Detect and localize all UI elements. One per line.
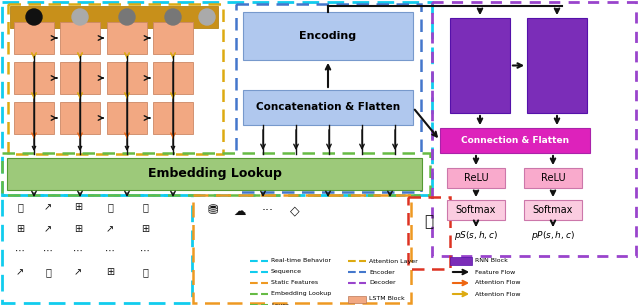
Text: ReLU: ReLU (464, 173, 488, 183)
Text: 👍: 👍 (45, 267, 51, 277)
Bar (243, 12, 413, 60)
Bar (14, 22, 54, 54)
Text: ☁: ☁ (234, 204, 246, 217)
Text: ↗: ↗ (44, 224, 52, 234)
Bar (60, 62, 100, 94)
Text: ReLU: ReLU (541, 173, 565, 183)
Text: 🔍: 🔍 (17, 202, 23, 212)
Bar (14, 62, 54, 94)
Text: ⋯: ⋯ (140, 246, 150, 256)
Circle shape (119, 9, 135, 25)
Text: ⛃: ⛃ (208, 204, 218, 217)
Text: ⊞: ⊞ (74, 202, 82, 212)
Text: $pS(s,h,c)$: $pS(s,h,c)$ (454, 229, 498, 242)
Text: Attention Flow: Attention Flow (475, 281, 520, 285)
Circle shape (26, 9, 42, 25)
Text: Layer: Layer (271, 303, 289, 305)
Text: ⋯: ⋯ (73, 246, 83, 256)
Bar (524, 200, 582, 220)
Bar (60, 102, 100, 134)
Text: ↗: ↗ (106, 224, 114, 234)
Bar (348, 296, 366, 303)
Text: ↗: ↗ (74, 267, 82, 277)
Text: ⋯: ⋯ (15, 246, 25, 256)
Bar (524, 168, 582, 188)
Circle shape (72, 9, 88, 25)
Text: ⋯: ⋯ (105, 246, 115, 256)
Text: Real-time Behavior: Real-time Behavior (271, 259, 331, 264)
Circle shape (165, 9, 181, 25)
Text: ⊞: ⊞ (74, 224, 82, 234)
Bar (2, 195, 192, 303)
Text: Attention Layer: Attention Layer (369, 259, 418, 264)
Bar (107, 22, 147, 54)
Text: Static Features: Static Features (271, 281, 318, 285)
Bar (432, 2, 636, 256)
Text: ⊞: ⊞ (106, 267, 114, 277)
Bar (7, 158, 422, 190)
Bar (60, 22, 100, 54)
Bar (447, 200, 505, 220)
Bar (8, 4, 223, 154)
Text: ⊞: ⊞ (16, 224, 24, 234)
Text: LSTM Block: LSTM Block (369, 296, 404, 302)
Text: Concatenation & Flatten: Concatenation & Flatten (256, 102, 400, 113)
Text: ↗: ↗ (44, 202, 52, 212)
Text: 👍: 👍 (142, 202, 148, 212)
Bar (236, 4, 421, 192)
Text: Embedding Lookup: Embedding Lookup (271, 292, 332, 296)
Bar (10, 6, 218, 28)
Bar (440, 128, 590, 153)
Circle shape (199, 9, 215, 25)
Bar (408, 197, 450, 269)
Text: ⊞: ⊞ (141, 224, 149, 234)
Text: Softmax: Softmax (533, 205, 573, 215)
Bar (527, 18, 587, 113)
Text: ⋯: ⋯ (43, 246, 53, 256)
Bar (243, 90, 413, 125)
Text: Sequence: Sequence (271, 270, 302, 274)
Text: $pP(s,h,c)$: $pP(s,h,c)$ (531, 229, 575, 242)
Text: 🎁: 🎁 (424, 214, 433, 229)
Text: Connection & Flatten: Connection & Flatten (461, 136, 569, 145)
Bar (14, 102, 54, 134)
Bar (153, 62, 193, 94)
Bar (193, 195, 411, 303)
Bar (107, 102, 147, 134)
Text: ◇: ◇ (290, 204, 300, 217)
Bar (153, 22, 193, 54)
Text: Embedding Lookup: Embedding Lookup (148, 167, 282, 181)
Text: Encoder: Encoder (369, 270, 395, 274)
Bar (2, 2, 432, 195)
Bar (107, 62, 147, 94)
Text: ↗: ↗ (16, 267, 24, 277)
Text: Attention Flow: Attention Flow (475, 292, 520, 296)
Bar (450, 257, 472, 265)
Text: 🔍: 🔍 (142, 267, 148, 277)
Text: Encoding: Encoding (300, 31, 356, 41)
Text: Decoder: Decoder (369, 281, 396, 285)
Bar (450, 18, 510, 113)
Text: 🔍: 🔍 (107, 202, 113, 212)
Text: Softmax: Softmax (456, 205, 496, 215)
Text: ···: ··· (262, 204, 274, 217)
Text: Feature Flow: Feature Flow (475, 270, 515, 274)
Bar (2, 153, 430, 195)
Bar (153, 102, 193, 134)
Bar (447, 168, 505, 188)
Text: RNN Block: RNN Block (475, 259, 508, 264)
